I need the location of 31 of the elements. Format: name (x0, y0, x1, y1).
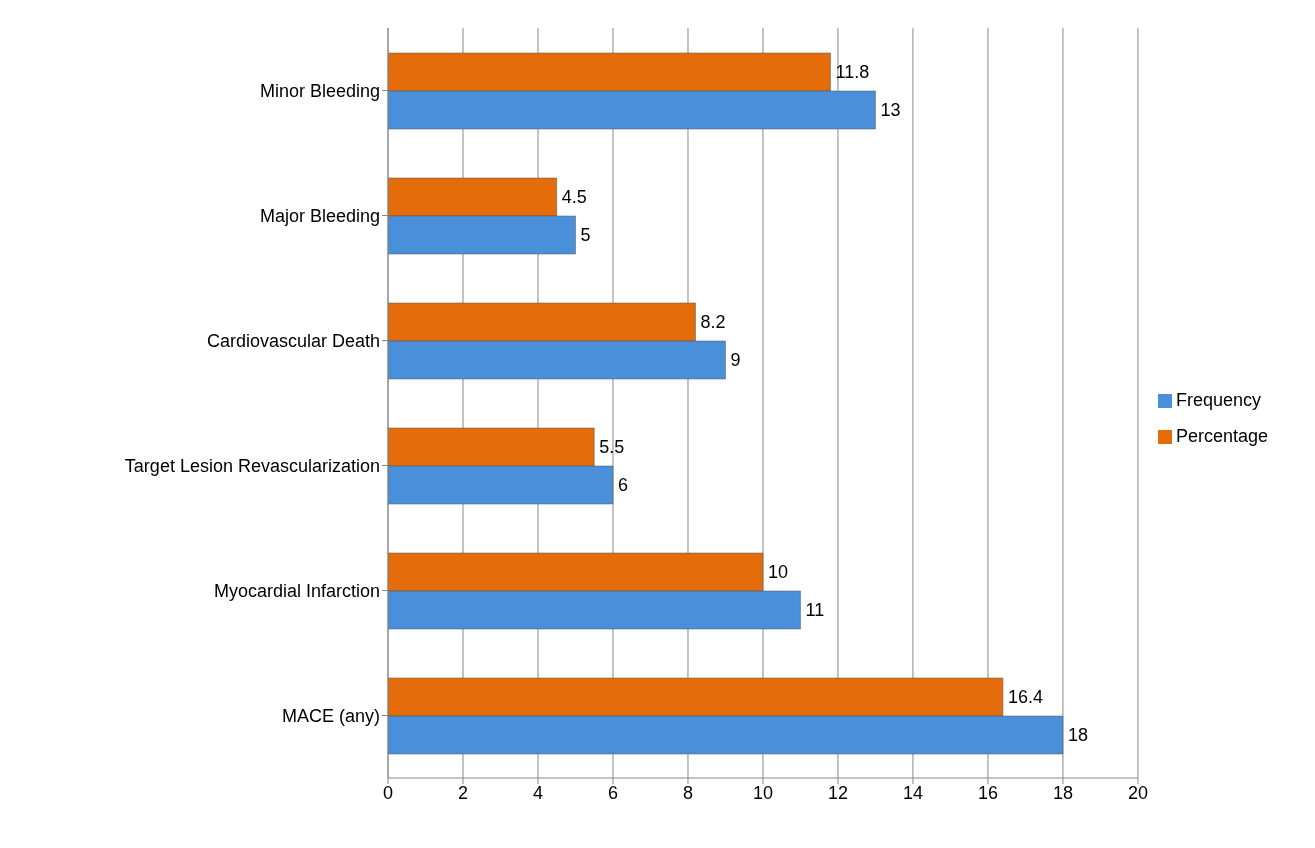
y-tick-label: Minor Bleeding (259, 80, 380, 101)
data-label: 4.5 (561, 187, 587, 208)
x-tick-label: 6 (607, 782, 618, 803)
x-tick-label: 4 (532, 782, 543, 803)
data-label: 6 (617, 475, 628, 496)
data-label: 8.2 (700, 312, 726, 333)
x-tick-label: 18 (1052, 782, 1073, 803)
data-label: 13 (880, 100, 901, 121)
y-tick-label: Target Lesion Revascularization (124, 455, 380, 476)
x-tick-label: 8 (682, 782, 693, 803)
x-tick-label: 2 (457, 782, 468, 803)
data-label: 9 (730, 350, 741, 371)
x-tick-label: 0 (382, 782, 394, 803)
y-tick-label: Major Bleeding (259, 205, 380, 226)
data-label: 10 (767, 562, 788, 583)
legend-label: Frequency (1175, 390, 1261, 410)
legend-label: Percentage (1175, 426, 1268, 446)
data-label: 5.5 (599, 437, 625, 458)
x-tick-label: 14 (902, 782, 923, 803)
data-label: 18 (1067, 725, 1088, 746)
y-tick-label: Myocardial Infarction (213, 580, 380, 601)
y-tick-label: MACE (any) (281, 705, 380, 726)
data-label: 16.4 (1007, 687, 1043, 708)
x-tick-label: 10 (752, 782, 773, 803)
data-label: 5 (580, 225, 591, 246)
y-tick-label: Cardiovascular Death (206, 330, 380, 351)
data-label: 11 (805, 600, 825, 621)
x-tick-label: 12 (827, 782, 848, 803)
x-tick-label: 20 (1127, 782, 1148, 803)
x-tick-label: 16 (977, 782, 998, 803)
data-label: 11.8 (835, 62, 870, 83)
